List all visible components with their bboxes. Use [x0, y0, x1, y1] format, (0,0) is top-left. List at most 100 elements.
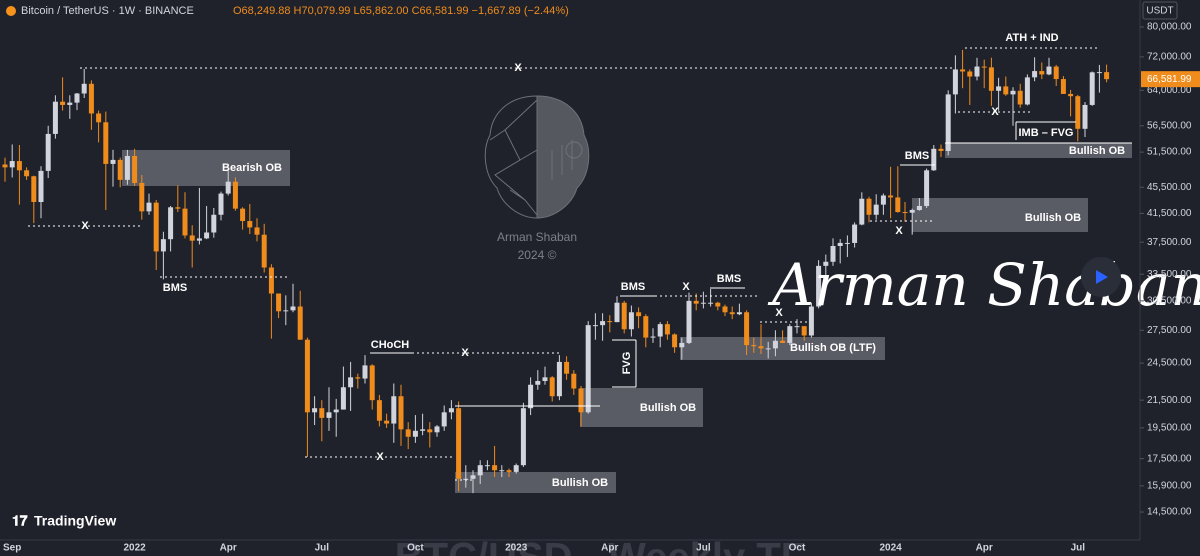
- candle-body: [909, 209, 915, 213]
- play-icon: [1096, 270, 1108, 284]
- candle-body: [427, 429, 433, 433]
- candle-body: [520, 408, 526, 466]
- candle-body: [355, 377, 361, 379]
- candle-body: [506, 470, 512, 472]
- zone: [945, 143, 1132, 158]
- candle-body: [528, 384, 534, 409]
- candle-body: [981, 66, 987, 68]
- annotation: Bullish OB: [552, 477, 608, 489]
- annotation: BMS: [621, 281, 645, 293]
- annotation: X: [81, 220, 89, 232]
- price-tag: [1141, 71, 1200, 88]
- y-tick-label: 17,500.00: [1147, 453, 1192, 464]
- y-tick-label: 72,000.00: [1147, 52, 1192, 63]
- candle-body: [765, 348, 771, 350]
- candle-body: [549, 377, 555, 397]
- candle-body: [650, 336, 656, 338]
- candle-body: [1010, 90, 1016, 95]
- annotation: BMS: [905, 150, 929, 162]
- candle-body: [1046, 66, 1052, 75]
- symbol-icon: [6, 6, 16, 16]
- candle-body: [211, 214, 217, 233]
- candle-body: [276, 293, 282, 312]
- candle-body: [736, 312, 742, 315]
- x-tick-label: Oct: [407, 543, 424, 554]
- candle-body: [571, 373, 577, 389]
- unit-box[interactable]: [1142, 1, 1178, 20]
- candle-body: [664, 324, 670, 335]
- candle-body: [362, 365, 368, 379]
- x-tick-label: 2023: [505, 543, 528, 554]
- annotation: X: [991, 106, 999, 118]
- candle-body: [153, 202, 159, 252]
- candle-body: [477, 465, 483, 476]
- candle-body: [888, 195, 894, 198]
- zone: [122, 150, 290, 186]
- y-tick-label: 30,500.00: [1147, 295, 1192, 306]
- candle-body: [182, 208, 188, 236]
- candle-body: [196, 238, 202, 241]
- y-tick-label: 14,500.00: [1147, 507, 1192, 518]
- candle-body: [945, 94, 951, 151]
- candle-body: [67, 102, 73, 105]
- x-tick-label: Apr: [601, 543, 618, 554]
- ohlc: O68,249.88 H70,079.99 L65,862.00 C66,581…: [233, 5, 569, 17]
- candle-body: [1032, 71, 1038, 78]
- candle-body: [333, 409, 339, 413]
- candle-body: [168, 207, 174, 240]
- candle-body: [556, 361, 562, 397]
- candle-body: [441, 412, 447, 427]
- y-tick-label: 21,500.00: [1147, 395, 1192, 406]
- candle-body: [470, 475, 476, 479]
- y-tick-label: 80,000.00: [1147, 22, 1192, 33]
- candle-body: [679, 342, 685, 348]
- annotation: X: [461, 347, 469, 359]
- candle-body: [189, 235, 195, 241]
- candle-body: [1096, 72, 1102, 74]
- candle-body: [988, 67, 994, 91]
- candle-body: [729, 312, 735, 315]
- candle-body: [600, 321, 606, 326]
- zone: [912, 198, 1088, 232]
- candle-body: [880, 195, 886, 205]
- candle-body: [1060, 79, 1066, 94]
- y-tick-label: 19,500.00: [1147, 423, 1192, 434]
- branding: TradingView: [34, 513, 116, 529]
- candle-body: [859, 198, 865, 225]
- candle-body: [636, 312, 642, 317]
- candle-body: [376, 400, 382, 421]
- annotation: CHoCH: [371, 339, 410, 351]
- x-tick-label: Apr: [976, 543, 993, 554]
- candle-body: [38, 170, 44, 202]
- candle-body: [621, 302, 627, 330]
- candle-body: [787, 326, 793, 343]
- zone: [580, 388, 703, 427]
- y-tick-label: 41,500.00: [1147, 208, 1192, 219]
- candle-body: [369, 365, 375, 401]
- candle-body: [290, 306, 296, 311]
- x-tick-label: Jul: [696, 543, 711, 554]
- candles: [2, 49, 1110, 494]
- candle-body: [204, 232, 210, 239]
- candle-body: [1068, 93, 1074, 97]
- candle-body: [1104, 72, 1110, 80]
- y-tick-label: 15,900.00: [1147, 480, 1192, 491]
- candle-body: [693, 300, 699, 304]
- candle-body: [967, 71, 973, 77]
- x-tick-label: Sep: [3, 543, 21, 554]
- candle-body: [722, 306, 728, 313]
- candle-body: [60, 101, 66, 105]
- candle-body: [578, 388, 584, 413]
- candle-body: [218, 193, 224, 215]
- candle-body: [254, 227, 260, 235]
- candle-body: [146, 202, 152, 212]
- annotation: Bullish OB (LTF): [790, 342, 876, 354]
- symbol: Bitcoin / TetherUS · 1W · BINANCE: [21, 5, 194, 17]
- candle-body: [542, 377, 548, 382]
- candle-body: [744, 312, 750, 346]
- candle-body: [45, 133, 51, 171]
- candle-body: [103, 122, 109, 164]
- candle-body: [456, 408, 462, 479]
- candle-body: [931, 148, 937, 171]
